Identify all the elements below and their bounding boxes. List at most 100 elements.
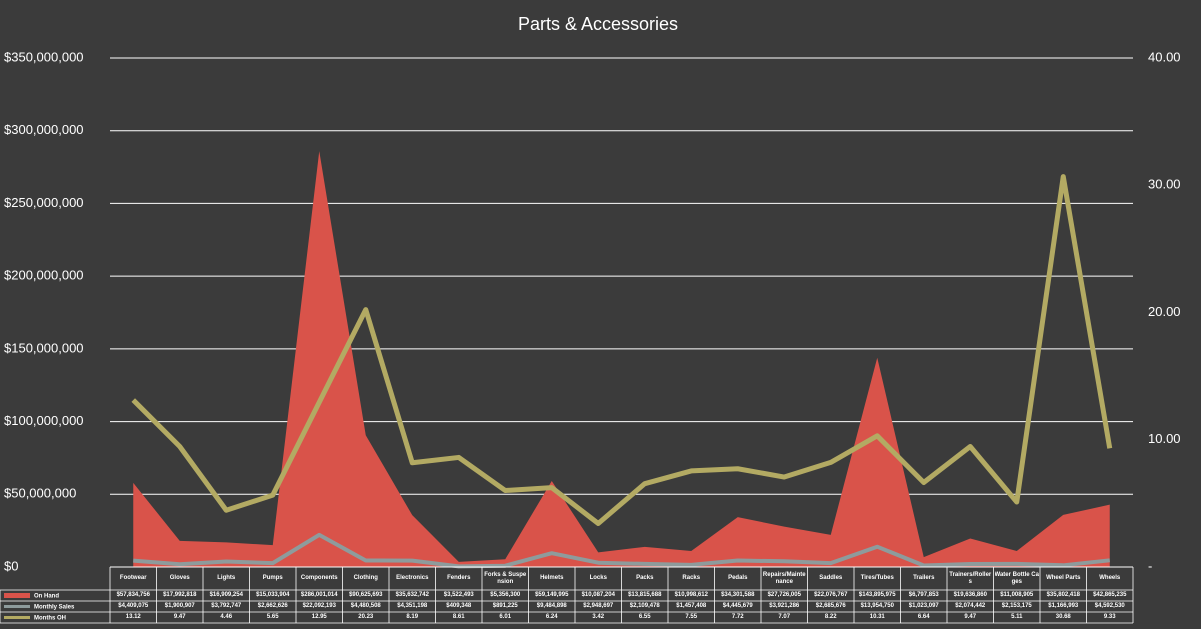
data-label: 9.47 [964, 614, 977, 620]
data-label: $409,348 [446, 603, 472, 609]
data-label: $11,008,905 [1000, 592, 1034, 598]
data-label: 10.31 [869, 614, 885, 620]
y2-tick-label: 10.00 [1148, 431, 1181, 446]
data-label: 9.47 [173, 614, 186, 620]
data-label: 8.19 [406, 614, 419, 620]
data-label: $2,074,442 [955, 603, 986, 609]
data-label: $13,815,688 [628, 592, 662, 598]
data-label: $143,895,975 [858, 592, 896, 598]
x-tick-label: Trainers/Rollers [949, 571, 992, 585]
x-tick-label: Footwear [119, 575, 147, 581]
data-label: $19,636,860 [954, 592, 987, 598]
x-tick-label: Wheel Parts [1046, 575, 1080, 581]
x-tick-label: Locks [589, 575, 607, 581]
y-tick-label: $0 [4, 558, 18, 573]
data-label: $35,632,742 [396, 592, 429, 598]
y-tick-label: $200,000,000 [4, 268, 84, 283]
data-label: 7.72 [731, 614, 744, 620]
data-label: $15,033,904 [256, 592, 290, 598]
data-label: $90,625,693 [349, 592, 383, 598]
data-label: $891,225 [492, 603, 518, 609]
data-label: $2,685,676 [816, 603, 846, 609]
data-label: $4,351,198 [397, 603, 428, 609]
x-tick-label: Lights [217, 575, 236, 581]
data-label: 6.55 [639, 614, 651, 620]
x-tick-label: Electronics [396, 575, 429, 581]
y2-tick-label: 20.00 [1148, 304, 1181, 319]
data-label: $90,625,693 [349, 592, 383, 598]
data-label: $57,834,756 [116, 592, 150, 598]
data-label: $6,797,853 [909, 592, 939, 598]
data-label: 6.01 [499, 614, 512, 620]
y2-tick-label: - [1148, 558, 1152, 573]
data-label: $5,356,300 [490, 592, 521, 598]
data-label: $3,522,493 [443, 592, 474, 598]
data-label: $42,865,235 [1093, 592, 1127, 598]
x-tick-label: Footwear [119, 575, 147, 581]
x-tick-label: Clothing [353, 575, 378, 581]
data-label: $1,457,408 [676, 603, 707, 609]
y-tick-label: $350,000,000 [4, 49, 84, 64]
data-label: $59,149,995 [535, 592, 569, 598]
data-label: $59,149,995 [535, 592, 569, 598]
data-label: $4,351,198 [397, 603, 428, 609]
x-tick-label: Saddles [819, 575, 842, 581]
x-tick-label: Fenders [447, 575, 470, 581]
data-label: $10,087,204 [581, 592, 615, 598]
legend-label: Months OH [34, 616, 66, 622]
data-label: $9,484,898 [536, 603, 567, 609]
y-tick-label: $300,000,000 [4, 122, 84, 137]
y-tick-label: $50,000,000 [4, 486, 76, 501]
data-table: Footwear Gloves Lights Pumps Components Cloth… [0, 566, 1134, 624]
data-label: $2,074,442 [955, 603, 986, 609]
data-label: 6.01 [499, 614, 512, 620]
y-tick-label: $250,000,000 [4, 195, 84, 210]
data-label: $34,301,588 [721, 592, 755, 598]
data-label: 5.65 [267, 614, 279, 620]
x-tick-label: Packs [636, 575, 654, 581]
line [131, 174, 1113, 526]
y-tick-label: $100,000,000 [4, 413, 84, 428]
data-label: $2,109,478 [630, 603, 660, 609]
data-label: $3,792,747 [211, 603, 242, 609]
data-label: $57,834,756 [116, 592, 150, 598]
data-label: $143,895,975 [858, 592, 896, 598]
data-label: 9.47 [173, 614, 186, 620]
data-label: $2,153,175 [1001, 603, 1032, 609]
x-tick-label: Water Bottle Cages [994, 571, 1039, 585]
data-label: 4.46 [220, 614, 233, 620]
data-label: $5,356,300 [490, 592, 521, 598]
x-tick-label: Trainers/Rollers [949, 571, 992, 585]
data-label: 6.24 [546, 614, 558, 620]
plot [131, 151, 1113, 569]
x-tick-label: Racks [682, 575, 700, 581]
data-label: 12.95 [311, 614, 327, 620]
data-label: $22,076,767 [814, 592, 847, 598]
data-label: $286,001,014 [301, 592, 338, 598]
data-label: $4,480,508 [350, 603, 381, 609]
x-tick-label: Tires/Tubes [861, 575, 894, 581]
x-tick-label: Forks & Suspension [484, 571, 527, 585]
y2-tick-label: 30.00 [1148, 177, 1181, 192]
data-label: $1,023,097 [908, 603, 939, 609]
x-tick-label: Lights [217, 575, 236, 581]
line [133, 532, 1110, 569]
data-label: 8.19 [406, 614, 419, 620]
data-label: 8.22 [824, 614, 837, 620]
data-label: 8.22 [824, 614, 837, 620]
x-tick-label: Pumps [262, 575, 283, 581]
data-label: $4,445,679 [722, 603, 753, 609]
data-label: $2,948,697 [583, 603, 614, 609]
data-label: $891,225 [492, 603, 518, 609]
data-label: 7.07 [778, 614, 790, 620]
x-tick-label: Wheels [1099, 575, 1120, 581]
data-label: 9.33 [1103, 614, 1116, 620]
data-label: $3,522,493 [443, 592, 474, 598]
data-label: 7.55 [685, 614, 698, 620]
data-label: 7.72 [731, 614, 744, 620]
data-label: $13,815,688 [628, 592, 662, 598]
data-label: $2,948,697 [583, 603, 614, 609]
data-label: 3.42 [592, 614, 605, 620]
legend-label: Monthly Sales [34, 605, 75, 611]
data-label: 10.31 [869, 614, 885, 620]
